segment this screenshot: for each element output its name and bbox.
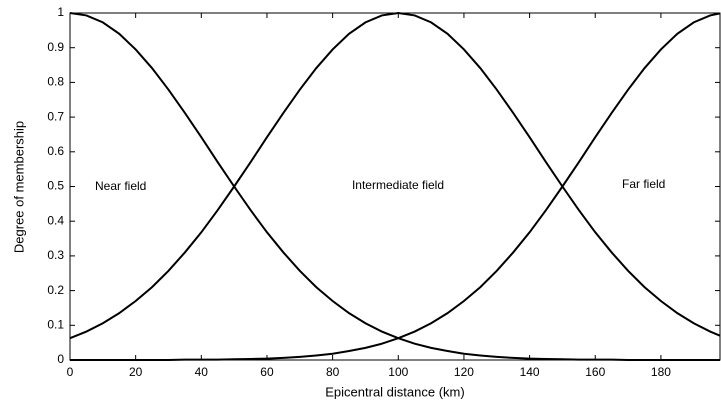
- x-tick-label: 0: [67, 365, 74, 379]
- y-tick-label: 0.6: [47, 144, 64, 158]
- x-tick-label: 40: [195, 365, 209, 379]
- series-line: [69, 11, 721, 340]
- y-tick-label: 0.9: [47, 40, 64, 54]
- series-label: Intermediate field: [352, 178, 444, 192]
- x-tick-label: 20: [129, 365, 143, 379]
- series-label: Far field: [622, 177, 665, 191]
- x-tick-label: 100: [388, 365, 408, 379]
- y-tick-label: 0.2: [47, 283, 64, 297]
- x-tick-label: 160: [585, 365, 605, 379]
- y-tick-label: 0: [57, 352, 64, 366]
- x-tick-label: 140: [520, 365, 540, 379]
- series-label: Near field: [95, 179, 146, 193]
- x-tick-label: 120: [454, 365, 474, 379]
- y-axis-label: Degree of membership: [11, 121, 26, 253]
- y-tick-label: 0.3: [47, 248, 64, 262]
- y-tick-label: 0.7: [47, 109, 64, 123]
- x-tick-label: 80: [326, 365, 340, 379]
- y-tick-label: 0.1: [47, 317, 64, 331]
- y-tick-label: 0.4: [47, 213, 64, 227]
- series-line: [70, 12, 721, 361]
- y-tick-label: 0.8: [47, 75, 64, 89]
- x-axis-label: Epicentral distance (km): [325, 384, 464, 399]
- y-tick-label: 0.5: [47, 179, 64, 193]
- y-tick-label: 1: [57, 5, 64, 19]
- x-tick-label: 180: [651, 365, 671, 379]
- x-tick-label: 60: [260, 365, 274, 379]
